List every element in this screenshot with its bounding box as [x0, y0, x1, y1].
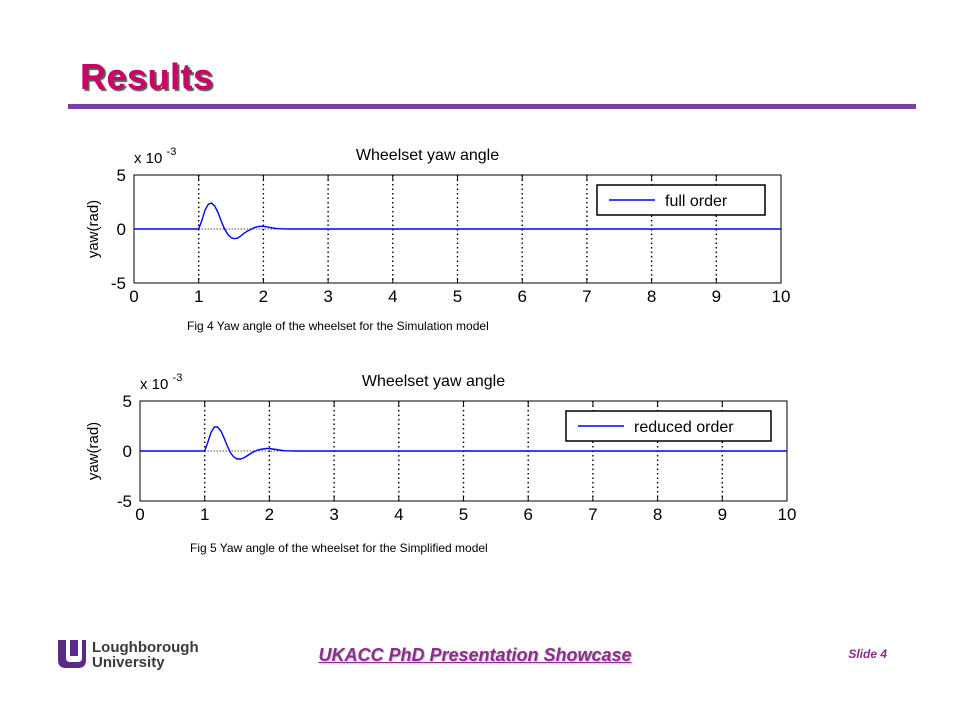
- x-tick-label: 6: [517, 287, 526, 306]
- y-axis-label: yaw(rad): [85, 200, 102, 258]
- slide-title: Results: [80, 56, 214, 97]
- chart-svg: Wheelset yaw angle x 10 -3 yaw(rad) 0 1 2 3 4 5 6…: [85, 372, 797, 524]
- x-tick-label: 8: [653, 505, 662, 524]
- university-name-line1: Loughborough: [92, 639, 199, 656]
- x-tick-label: 1: [200, 505, 209, 524]
- title-rule: [68, 104, 916, 109]
- x-tick-label: 9: [712, 287, 721, 306]
- x-tick-label: 1: [194, 287, 203, 306]
- y-tick-label: 0: [123, 442, 132, 461]
- x-tick-label: 3: [323, 287, 332, 306]
- chart-title: Wheelset yaw angle: [356, 147, 499, 164]
- y-scale-exponent-label: x 10 -3: [140, 372, 182, 393]
- x-tick-label: 2: [259, 287, 268, 306]
- x-tick-label: 7: [588, 505, 597, 524]
- slide-number: Slide 4: [848, 647, 887, 661]
- y-tick-label: 5: [117, 166, 126, 185]
- x-tick-label: 4: [388, 287, 397, 306]
- x-tick-label: 9: [718, 505, 727, 524]
- x-tick-label: 4: [394, 505, 403, 524]
- y-tick-label: -5: [111, 274, 126, 293]
- y-tick-label: 5: [123, 392, 132, 411]
- legend-label: reduced order: [634, 419, 734, 436]
- x-tick-label: 5: [459, 505, 468, 524]
- y-tick-label: -5: [117, 492, 132, 511]
- x-tick-label: 10: [778, 505, 797, 524]
- footer-title: UKACC PhD Presentation Showcase: [0, 645, 960, 666]
- legend-box: [565, 410, 772, 442]
- x-tick-label: 0: [129, 287, 138, 306]
- x-tick-label: 7: [582, 287, 591, 306]
- yaw-chart-full-order: Wheelset yaw angle x 10 -3 yaw(rad) 0 1 2 3 4 5 6…: [78, 140, 808, 310]
- x-tick-label: 0: [135, 505, 144, 524]
- y-scale-exponent-label: x 10 -3: [134, 146, 176, 167]
- chart-svg: Wheelset yaw angle x 10 -3 yaw(rad) 0 1 2 3 4 5 6…: [85, 146, 791, 306]
- y-axis-label: yaw(rad): [85, 422, 102, 480]
- series-line: [140, 426, 787, 460]
- university-name: Loughborough University: [92, 640, 199, 670]
- university-name-line2: University: [92, 654, 165, 671]
- x-tick-label: 3: [329, 505, 338, 524]
- figure-caption: Fig 5 Yaw angle of the wheelset for the …: [190, 541, 488, 555]
- figure-caption: Fig 4 Yaw angle of the wheelset for the …: [187, 319, 489, 333]
- x-tick-label: 8: [647, 287, 656, 306]
- university-logo-icon: [56, 638, 88, 675]
- x-tick-label: 5: [453, 287, 462, 306]
- x-tick-label: 2: [265, 505, 274, 524]
- yaw-chart-reduced-order: Wheelset yaw angle x 10 -3 yaw(rad) 0 1 2 3 4 5 6…: [78, 366, 808, 531]
- y-tick-label: 0: [117, 220, 126, 239]
- chart-title: Wheelset yaw angle: [362, 373, 505, 390]
- footer-title-text: UKACC PhD Presentation Showcase: [318, 645, 632, 665]
- series-line: [134, 202, 781, 240]
- x-tick-label: 6: [523, 505, 532, 524]
- x-tick-label: 10: [772, 287, 791, 306]
- legend-label: full order: [665, 193, 728, 210]
